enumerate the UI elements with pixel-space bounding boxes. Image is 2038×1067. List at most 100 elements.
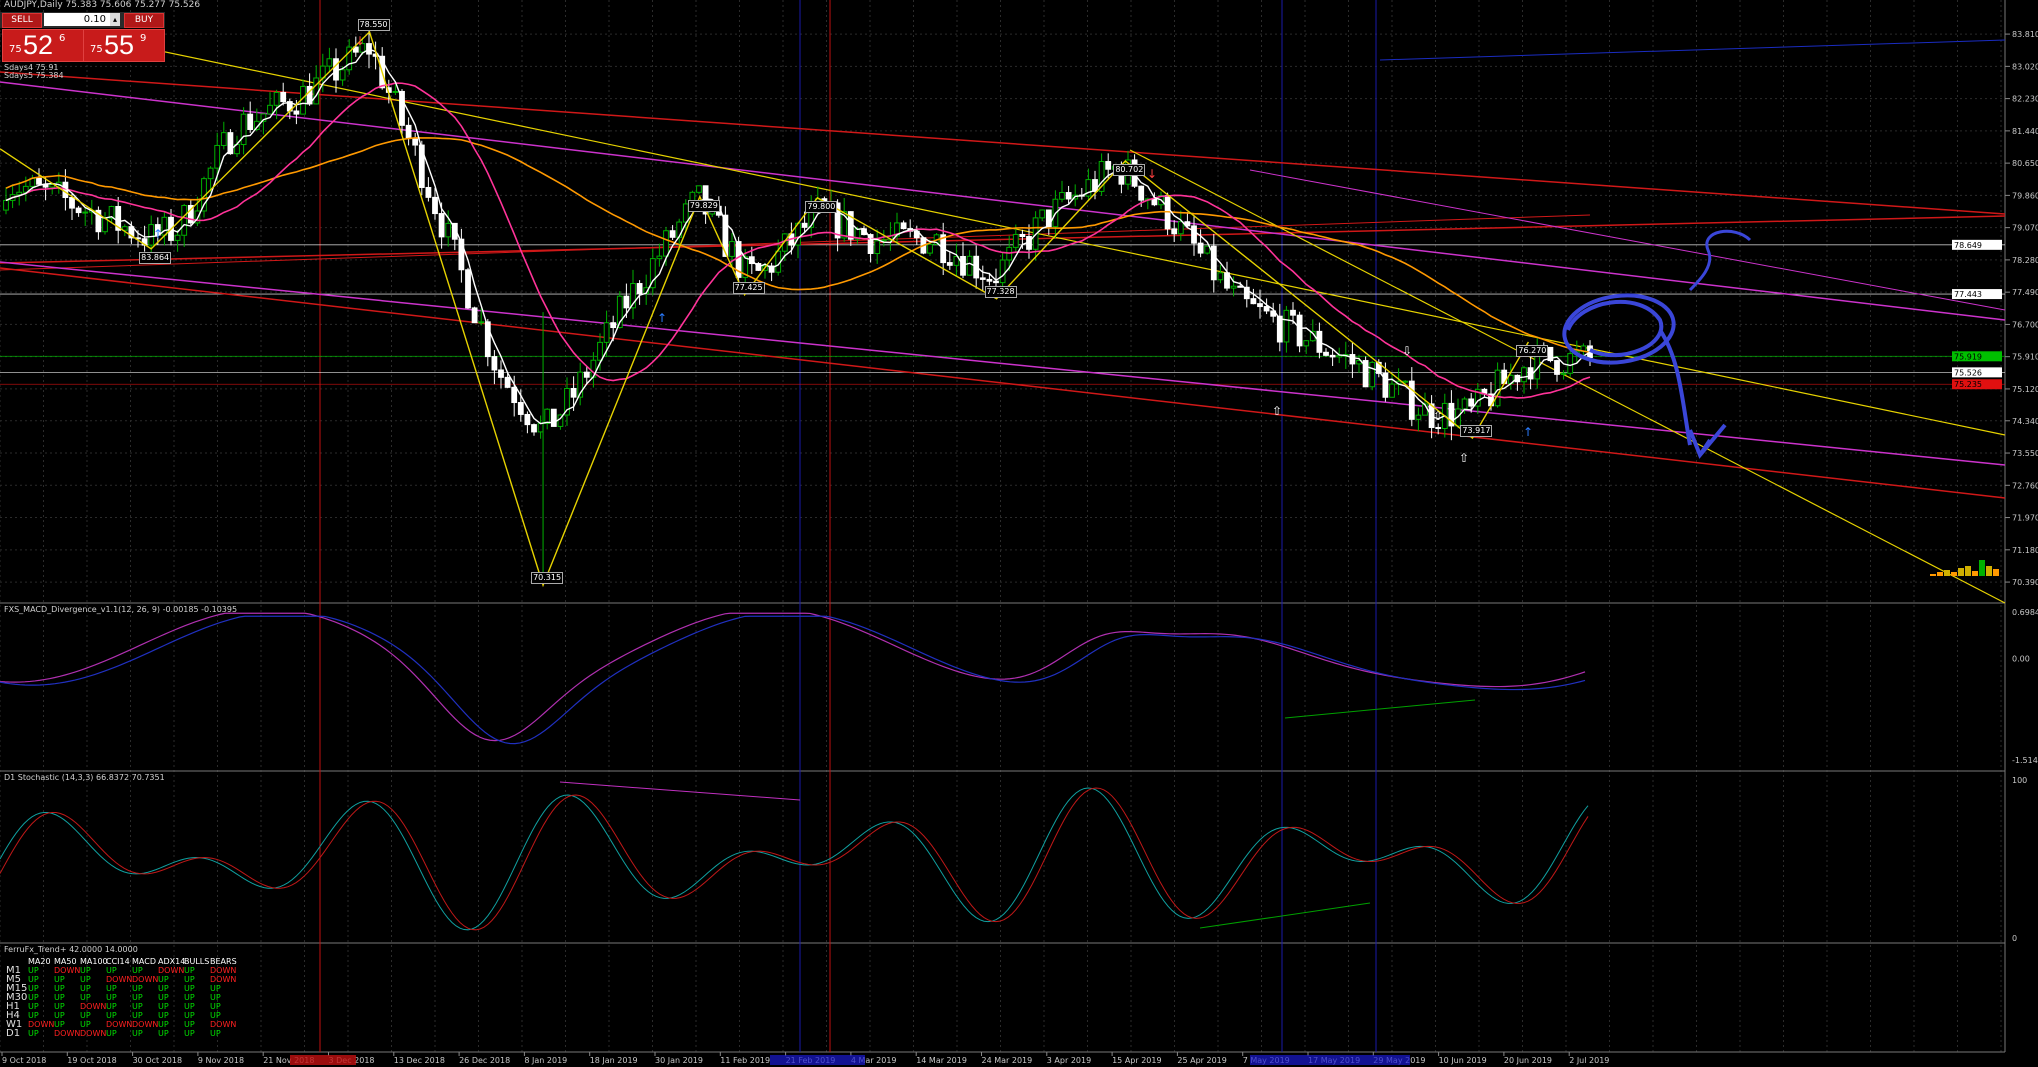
trend-col-header: MA100 [80, 957, 108, 966]
channel-line [59, 29, 2006, 436]
trend-table-header: MA20 MA50 MA100CCI14 MACD ADX14BULLSBEARS [6, 957, 237, 966]
candle-body [313, 77, 320, 105]
candle-body [913, 230, 920, 239]
trend-cell: UP [80, 1020, 91, 1029]
candle-body [1567, 353, 1574, 374]
volume-profile-widget [1930, 560, 1999, 576]
trend-cell: DOWN [54, 966, 81, 975]
trend-cell: UP [106, 1011, 117, 1020]
trend-cell: DOWN [54, 1029, 81, 1038]
buy-price-button[interactable]: 75 55 9 [83, 29, 165, 62]
price-tick-label: 83.810 [2012, 30, 2038, 39]
zigzag-price-label: 79.829 [687, 199, 720, 212]
stoch-axis-label: 0 [2012, 934, 2017, 943]
candle-body [240, 113, 247, 146]
candle-body [207, 167, 214, 180]
price-tick-label: 83.020 [2012, 62, 2038, 71]
candle-body [75, 207, 82, 214]
trend-cell: UP [54, 975, 65, 984]
candle-body [22, 185, 29, 193]
candle-body [1217, 272, 1224, 281]
macd-axis-label: -1.51401 [2012, 756, 2038, 765]
trend-panel-title: FerruFx_Trend+ 42.0000 14.0000 [4, 945, 138, 954]
trend-cell: UP [158, 1011, 169, 1020]
candle-body [1389, 383, 1395, 398]
trend-cell: UP [158, 984, 169, 993]
trend-cell: UP [210, 1029, 221, 1038]
price-tick-label: 75.910 [2012, 353, 2038, 362]
ma-white [5, 48, 1591, 425]
zigzag-price-label: 77.425 [732, 281, 765, 294]
stoch-divergence-line [559, 781, 801, 801]
trend-timeframe: M1 [6, 965, 21, 976]
sell-price-button[interactable]: 75 52 6 [2, 29, 84, 62]
candle-body [1092, 179, 1098, 192]
channel-line [0, 81, 2006, 321]
price-tick-label: 74.340 [2012, 417, 2038, 426]
time-tick-label: 15 Apr 2019 [1112, 1056, 1161, 1065]
macd-window: 0.69848 0.00 -1.51401 [0, 608, 2038, 765]
price-marker-tag [1952, 351, 2002, 362]
trend-cell: UP [80, 993, 91, 1002]
lot-increase-button[interactable]: ▴ [110, 13, 120, 26]
candle-body [577, 371, 584, 398]
zigzag-price-label: 83.864 [139, 251, 172, 264]
macd-main-line [0, 612, 1586, 742]
candle-body [1474, 388, 1481, 407]
candle-body [1382, 372, 1389, 398]
candle-body [1362, 360, 1369, 388]
candle-body [669, 230, 676, 238]
trend-cell: UP [80, 1011, 91, 1020]
trend-cell: UP [132, 993, 143, 1002]
candle-body [597, 341, 603, 361]
price-tick-label: 78.280 [2012, 256, 2038, 265]
stoch-axis-label: 100 [2012, 776, 2027, 785]
trend-cell: UP [184, 1029, 195, 1038]
candle-body [544, 408, 551, 424]
trend-timeframe: H1 [6, 1001, 20, 1012]
stoch-d-line [0, 787, 1589, 931]
candle-body [128, 226, 135, 239]
candle-body [333, 58, 339, 81]
trend-timeframe: D1 [6, 1028, 21, 1039]
candle-body [247, 113, 254, 130]
channel-line [0, 261, 2006, 466]
trend-cell: UP [80, 966, 91, 975]
candle-body [1415, 414, 1422, 420]
fractal-arrow: ↓ [355, 34, 365, 48]
fractal-arrow: ⇧ [1433, 409, 1443, 423]
histogram-bar [1986, 566, 1992, 576]
zigzag-price-label: 77.328 [984, 285, 1017, 298]
time-tick-label: 30 Jan 2019 [655, 1056, 703, 1065]
histogram-bar [1979, 560, 1985, 576]
candle-body [1065, 192, 1072, 200]
hand-drawn-sketch [1562, 229, 1752, 459]
zigzag-price-label: 78.550 [357, 18, 390, 31]
trend-cell: UP [184, 1002, 195, 1011]
candle-body [220, 132, 227, 146]
sell-button[interactable]: SELL [2, 13, 42, 28]
candle-body [1105, 161, 1112, 170]
candle-body [458, 238, 465, 271]
candle-body [649, 258, 656, 289]
candle-body [874, 240, 881, 254]
candle-body [531, 424, 537, 433]
candle-body [900, 222, 907, 230]
buy-button[interactable]: BUY [124, 13, 164, 28]
session-vlines [319, 0, 1377, 1052]
trend-cell: UP [132, 1029, 143, 1038]
trend-cell: UP [106, 1002, 117, 1011]
trend-cell: UP [158, 1029, 169, 1038]
trend-cell: UP [28, 966, 39, 975]
trend-cell: UP [132, 1002, 143, 1011]
lot-size-input[interactable]: 0.10 [44, 13, 110, 26]
time-tick-label: 14 Mar 2019 [916, 1056, 967, 1065]
candle-body [484, 321, 491, 358]
price-axis: 78.649 77.443 75.919 75.526 75.235 83.810 83.0… [1952, 30, 2038, 587]
price-marker-tag [1952, 367, 2002, 378]
time-tick-label: 11 Feb 2019 [720, 1056, 770, 1065]
histogram-bar [1972, 571, 1978, 576]
candle-body [616, 295, 623, 329]
price-marker-text: 75.919 [1954, 352, 1982, 361]
